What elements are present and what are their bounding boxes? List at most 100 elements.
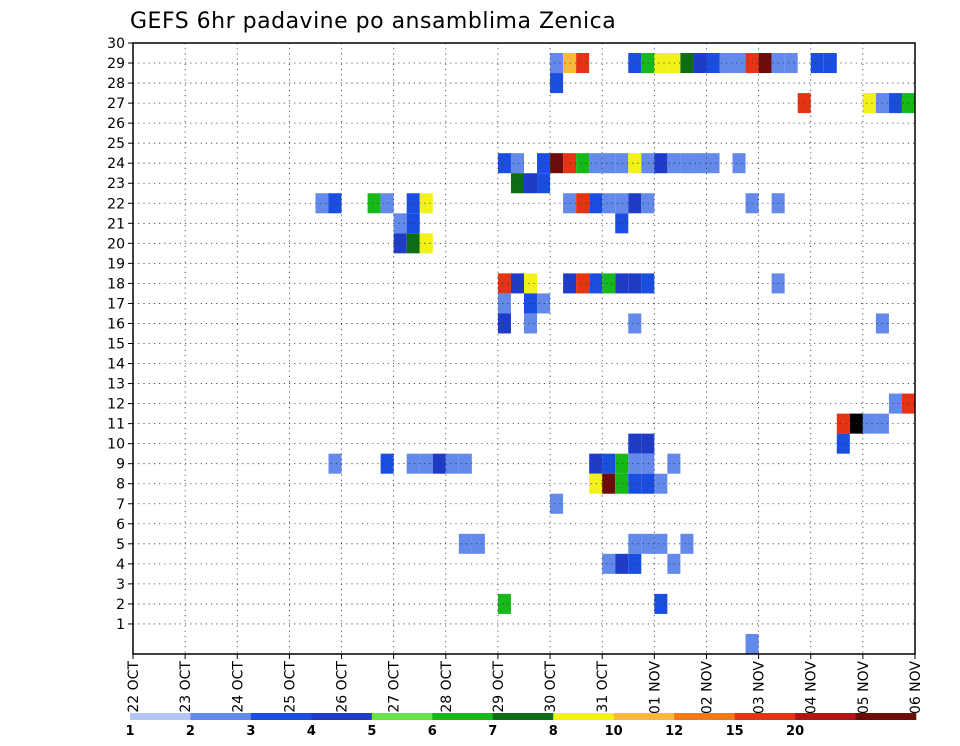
y-tick-label: 9: [116, 457, 125, 473]
y-tick-label: 13: [107, 377, 125, 393]
heat-cell: [602, 473, 616, 494]
heat-cell: [784, 53, 798, 74]
heat-cell: [810, 53, 824, 74]
heat-cell: [445, 453, 459, 474]
heat-cell: [550, 53, 564, 74]
x-tick-label: 06 NOV: [908, 661, 924, 715]
heat-cell: [497, 593, 511, 614]
heat-cell: [510, 173, 524, 194]
y-tick-label: 23: [107, 176, 125, 192]
colorbar-swatch: [613, 713, 675, 720]
heat-cell: [576, 193, 590, 214]
heat-cell: [654, 533, 668, 554]
heat-cell: [732, 53, 746, 74]
heat-cell: [615, 553, 629, 574]
x-tick-label: 27 OCT: [387, 661, 403, 713]
chart-title: GEFS 6hr padavine po ansamblima Zenica: [130, 9, 616, 34]
heat-cell: [589, 153, 603, 174]
y-tick-label: 30: [107, 36, 125, 52]
heat-cell: [328, 453, 342, 474]
x-tick-label: 22 OCT: [126, 661, 142, 713]
heat-cell: [406, 193, 420, 214]
colorbar-label: 6: [428, 724, 437, 739]
x-tick-label: 30 OCT: [543, 661, 559, 713]
y-tick-label: 5: [116, 537, 125, 553]
heat-cell: [563, 153, 577, 174]
heat-cell: [419, 453, 433, 474]
colorbar-swatch: [855, 713, 917, 720]
heat-cell: [393, 213, 407, 234]
heat-cell: [758, 53, 772, 74]
colorbar-swatch: [553, 713, 614, 720]
x-tick-label: 31 OCT: [595, 661, 611, 713]
heat-cell: [628, 553, 642, 574]
y-tick-label: 7: [116, 497, 125, 513]
heat-cell: [524, 273, 538, 294]
heat-cell: [602, 453, 616, 474]
heat-cell: [537, 153, 551, 174]
heat-cell: [328, 193, 342, 214]
heat-cell: [458, 533, 472, 554]
y-tick-label: 22: [107, 196, 125, 212]
heat-cell: [419, 233, 433, 254]
colorbar-label: 5: [367, 724, 376, 739]
heat-cell: [315, 193, 329, 214]
colorbar-label: 7: [488, 724, 497, 739]
heat-cell: [628, 313, 642, 334]
x-tick-label: 01 NOV: [647, 661, 663, 715]
x-tick-label: 05 NOV: [856, 661, 872, 715]
x-tick-label: 23 OCT: [178, 661, 194, 713]
y-tick-label: 2: [116, 597, 125, 613]
heat-cell: [602, 273, 616, 294]
heat-cell: [589, 193, 603, 214]
heat-cell: [615, 473, 629, 494]
heat-cell: [680, 533, 694, 554]
cells-layer: [315, 53, 915, 654]
heat-cell: [628, 433, 642, 454]
y-tick-label: 20: [107, 236, 125, 252]
x-tick-label: 03 NOV: [752, 661, 768, 715]
y-tick-label: 25: [107, 136, 125, 152]
heat-cell: [419, 193, 433, 214]
heat-cell: [628, 153, 642, 174]
colorbar-swatch: [492, 713, 554, 720]
grid-layer: [133, 42, 915, 654]
axis-layer: 1234567891011121314151617181920212223242…: [107, 36, 924, 714]
heat-cell: [589, 473, 603, 494]
colorbar-label: 20: [786, 724, 804, 739]
heat-cell: [406, 453, 420, 474]
x-tick-label: 24 OCT: [230, 661, 246, 713]
plot-frame: [132, 42, 916, 655]
y-tick-label: 10: [107, 437, 125, 453]
heat-cell: [628, 53, 642, 74]
heat-cell: [888, 393, 902, 414]
heat-cell: [862, 413, 876, 434]
y-tick-label: 24: [107, 156, 125, 172]
colorbar-label: 10: [605, 724, 623, 739]
heat-cell: [576, 273, 590, 294]
heat-cell: [615, 213, 629, 234]
heat-cell: [563, 193, 577, 214]
y-tick-label: 11: [107, 417, 125, 433]
colorbar-swatch: [371, 713, 433, 720]
y-tick-label: 12: [107, 397, 125, 413]
heat-cell: [602, 553, 616, 574]
colorbar-label: 1: [125, 724, 134, 739]
heat-cell: [497, 313, 511, 334]
heat-cell: [563, 273, 577, 294]
y-tick-label: 18: [107, 276, 125, 292]
heat-cell: [537, 293, 551, 314]
heat-cell: [537, 173, 551, 194]
heat-cell: [497, 153, 511, 174]
heat-cell: [458, 453, 472, 474]
heat-cell: [510, 153, 524, 174]
x-tick-label: 28 OCT: [439, 661, 455, 713]
y-tick-label: 21: [107, 216, 125, 232]
heat-cell: [680, 53, 694, 74]
y-tick-label: 14: [107, 357, 125, 373]
heat-cell: [524, 293, 538, 314]
heat-cell: [406, 233, 420, 254]
x-tick-label: 25 OCT: [282, 661, 298, 713]
y-tick-label: 8: [116, 477, 125, 493]
